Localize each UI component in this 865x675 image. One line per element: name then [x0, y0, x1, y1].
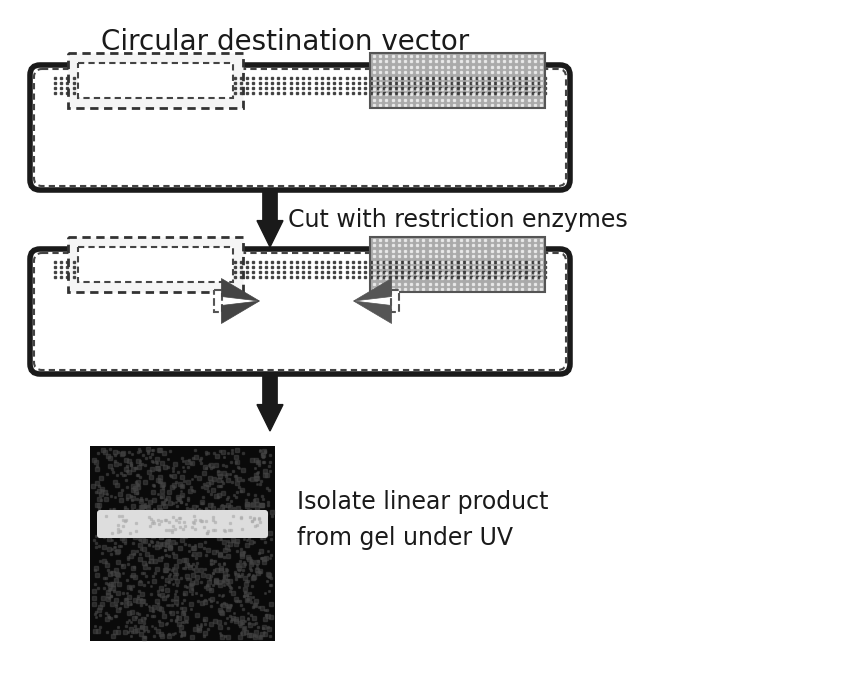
Bar: [214, 290, 222, 313]
Text: Circular destination vector: Circular destination vector: [101, 28, 469, 56]
Polygon shape: [257, 192, 283, 247]
Polygon shape: [354, 301, 392, 323]
Polygon shape: [257, 376, 283, 431]
Text: Cut with restriction enzymes: Cut with restriction enzymes: [288, 207, 628, 232]
Text: Isolate linear product
from gel under UV: Isolate linear product from gel under UV: [297, 491, 548, 550]
Bar: [78, 63, 233, 98]
Bar: [78, 247, 233, 282]
Polygon shape: [221, 279, 260, 301]
FancyBboxPatch shape: [97, 510, 268, 538]
Polygon shape: [354, 279, 392, 301]
FancyBboxPatch shape: [30, 65, 570, 190]
Bar: [90, 446, 275, 641]
Bar: [370, 237, 545, 292]
Bar: [370, 53, 545, 108]
Polygon shape: [221, 301, 260, 323]
Bar: [370, 53, 545, 108]
FancyBboxPatch shape: [30, 249, 570, 374]
Bar: [68, 53, 243, 108]
Bar: [370, 237, 545, 292]
Bar: [391, 290, 400, 313]
Bar: [68, 237, 243, 292]
